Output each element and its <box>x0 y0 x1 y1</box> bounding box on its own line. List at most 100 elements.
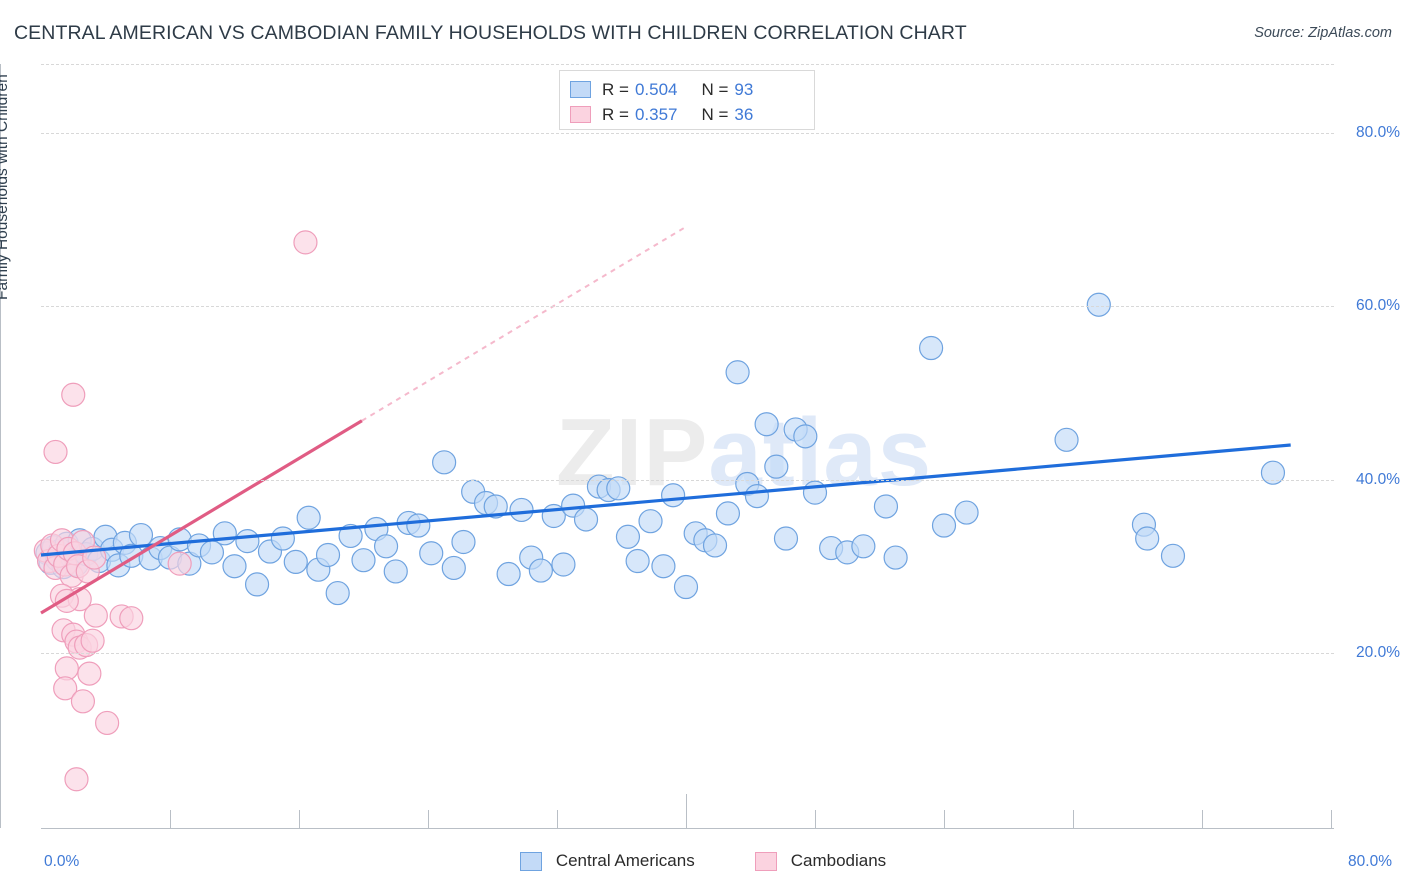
data-point[interactable] <box>715 501 741 526</box>
gridline-20.0% <box>41 652 1334 654</box>
x-tick-64 <box>1073 810 1074 828</box>
data-point[interactable] <box>954 500 979 525</box>
r-value-1: 0.504 <box>634 79 678 99</box>
data-point[interactable] <box>883 545 908 570</box>
n-value-1: 93 <box>734 79 754 99</box>
data-point[interactable] <box>270 526 295 551</box>
plot-area <box>33 64 1331 826</box>
gridline-top <box>41 64 1334 65</box>
data-point[interactable] <box>764 454 789 479</box>
n-value-2: 36 <box>734 104 754 124</box>
gridline-40.0% <box>41 479 1334 481</box>
data-point[interactable] <box>338 523 363 549</box>
x-axis-tick-label-min: 0.0% <box>44 853 80 870</box>
data-point[interactable] <box>235 529 260 554</box>
data-point[interactable] <box>1260 460 1286 485</box>
legend-label-central-americans: Central Americans <box>555 851 695 870</box>
data-point[interactable] <box>1135 526 1160 551</box>
data-point[interactable] <box>773 526 799 551</box>
data-point[interactable] <box>64 767 89 792</box>
data-point[interactable] <box>451 529 476 555</box>
x-tick-32 <box>557 810 558 828</box>
data-point[interactable] <box>528 558 553 583</box>
data-point[interactable] <box>1054 427 1079 452</box>
x-tick-16 <box>299 810 300 828</box>
data-point[interactable] <box>296 505 321 530</box>
data-point[interactable] <box>509 497 534 523</box>
data-point[interactable] <box>383 559 408 584</box>
data-point[interactable] <box>702 533 728 558</box>
data-point[interactable] <box>80 628 105 653</box>
data-point[interactable] <box>244 572 270 597</box>
page-title: CENTRAL AMERICAN VS CAMBODIAN FAMILY HOU… <box>14 22 967 44</box>
data-point[interactable] <box>1086 292 1111 317</box>
data-point[interactable] <box>918 335 944 361</box>
data-point[interactable] <box>625 548 650 574</box>
data-point[interactable] <box>615 524 641 549</box>
data-point[interactable] <box>638 509 663 534</box>
data-point[interactable] <box>406 513 431 538</box>
data-point[interactable] <box>167 551 192 576</box>
data-point[interactable] <box>43 439 68 465</box>
data-point[interactable] <box>551 552 576 577</box>
scatter-canvas <box>33 225 1291 792</box>
data-point[interactable] <box>83 603 108 628</box>
data-point[interactable] <box>851 534 876 559</box>
y-tick-label-60.0%: 60.0% <box>1356 297 1400 315</box>
series-legend: Central Americans Cambodians <box>0 851 1406 871</box>
trendline-extension-cambodians <box>361 225 687 422</box>
x-axis-line <box>41 828 1334 829</box>
data-point[interactable] <box>1160 543 1186 568</box>
data-point[interactable] <box>70 689 96 714</box>
data-point[interactable] <box>77 661 102 686</box>
correlation-legend: R = 0.504 N = 93 R = 0.357 N = 36 <box>559 70 815 130</box>
data-point[interactable] <box>432 450 457 475</box>
data-point[interactable] <box>128 522 154 548</box>
data-point[interactable] <box>496 561 521 587</box>
x-axis-tick-label-max: 80.0% <box>1348 853 1392 870</box>
data-point[interactable] <box>725 360 750 385</box>
y-tick-label-80.0%: 80.0% <box>1356 124 1400 142</box>
swatch-cambodians-icon <box>570 106 591 123</box>
correlation-row-cambodians: R = 0.357 N = 36 <box>570 102 804 127</box>
data-point[interactable] <box>754 412 779 437</box>
y-tick-label-40.0%: 40.0% <box>1356 470 1400 488</box>
data-point[interactable] <box>660 483 686 508</box>
data-point[interactable] <box>441 555 466 581</box>
data-point[interactable] <box>325 580 350 606</box>
data-point[interactable] <box>283 549 308 574</box>
data-point[interactable] <box>61 382 86 407</box>
data-point[interactable] <box>53 676 78 701</box>
data-point[interactable] <box>222 554 247 579</box>
data-point[interactable] <box>419 541 444 566</box>
swatch-central-americans-icon <box>570 81 591 98</box>
data-point[interactable] <box>931 513 957 538</box>
data-point[interactable] <box>873 494 899 519</box>
legend-item-central-americans[interactable]: Central Americans <box>519 851 695 871</box>
legend-swatch-cambodians-icon <box>754 851 777 871</box>
data-point[interactable] <box>212 521 237 546</box>
r-label-1: R = <box>602 79 629 99</box>
y-axis-title: Family Households with Children <box>0 74 11 300</box>
data-point[interactable] <box>483 494 508 519</box>
data-point[interactable] <box>606 476 631 501</box>
data-point[interactable] <box>373 534 399 559</box>
data-point[interactable] <box>673 574 699 600</box>
data-point[interactable] <box>744 483 770 509</box>
x-tick-48 <box>815 810 816 828</box>
x-tick-80 <box>1331 810 1332 828</box>
data-point[interactable] <box>351 548 376 573</box>
data-point[interactable] <box>651 554 676 579</box>
x-tick-72 <box>1202 810 1203 828</box>
legend-label-cambodians: Cambodians <box>790 851 887 870</box>
source-attribution: Source: ZipAtlas.com <box>1254 25 1392 41</box>
data-point[interactable] <box>315 542 341 568</box>
data-point[interactable] <box>293 230 318 255</box>
data-point[interactable] <box>119 606 144 631</box>
n-label-2: N = <box>701 104 729 124</box>
data-point[interactable] <box>573 507 599 532</box>
correlation-row-central-americans: R = 0.504 N = 93 <box>570 77 804 102</box>
legend-item-cambodians[interactable]: Cambodians <box>754 851 887 871</box>
data-point[interactable] <box>793 424 818 449</box>
data-point[interactable] <box>95 710 120 736</box>
